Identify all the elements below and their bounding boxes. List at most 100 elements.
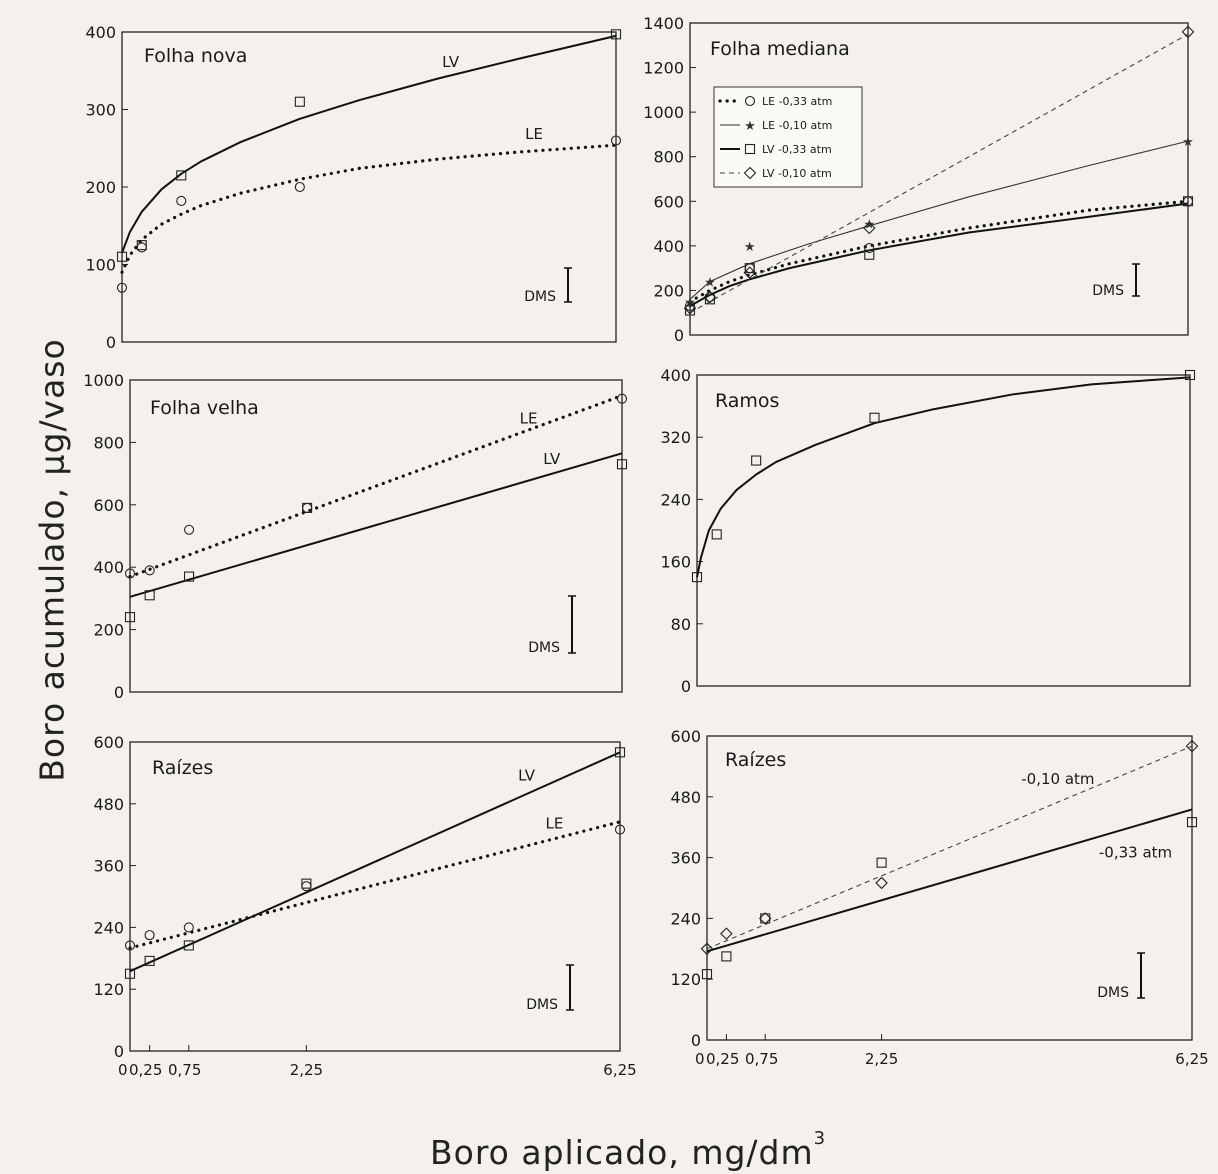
dms-bar: DMS [526, 964, 574, 1013]
fit-line [689, 140, 1189, 300]
data-point [176, 195, 187, 206]
y-tick-label: 0 [681, 677, 691, 696]
data-point [144, 565, 155, 576]
series-annotation: LE [546, 815, 564, 833]
data-point [875, 876, 888, 890]
legend-box [713, 86, 863, 188]
data-point [691, 572, 703, 583]
series-LV [116, 29, 622, 262]
data-point [136, 242, 147, 253]
y-tick-label: 0 [106, 333, 116, 352]
data-point [743, 266, 757, 279]
x-tick-label: 6,25 [603, 1061, 636, 1079]
y-tick-label: 1000 [83, 371, 124, 390]
dms-bar: DMS [1092, 263, 1140, 299]
legend-marker: ★ [744, 119, 756, 134]
legend-label: LE -0,33 atm [762, 95, 832, 108]
legend-label: LE -0,10 atm [762, 119, 832, 132]
fit-line [128, 394, 624, 579]
series-LE [124, 393, 628, 579]
fit-line [129, 751, 621, 973]
series-LV [124, 747, 626, 979]
data-point [683, 301, 697, 315]
data-point [144, 955, 155, 966]
legend: LE -0,33 atm ★ LE -0,10 atm LV -0,33 atm LV … [713, 86, 863, 188]
data-point: ★ [704, 276, 716, 291]
series-annotation: LE [525, 125, 543, 143]
data-point [136, 240, 147, 251]
series-main [691, 369, 1196, 583]
series--0-33-atm [701, 808, 1198, 980]
y-tick-label: 360 [670, 849, 701, 868]
y-axis-label: Boro acumulado, µg/vaso [32, 338, 72, 782]
dms-bar: DMS [528, 595, 576, 656]
data-point [703, 290, 717, 304]
dms-bar: DMS [1097, 952, 1145, 1001]
data-point [176, 170, 187, 181]
data-point [616, 459, 628, 470]
y-tick-label: 800 [93, 433, 124, 452]
series-LV-0-33-atm [684, 196, 1194, 316]
data-point [144, 590, 155, 601]
data-point [1184, 369, 1196, 381]
y-tick-label: 1200 [643, 59, 684, 78]
data-point [684, 305, 696, 316]
y-tick-label: 200 [653, 281, 684, 300]
y-tick-label: 600 [93, 496, 124, 515]
series-LE [124, 820, 626, 951]
data-point [721, 951, 732, 962]
y-tick-label: 240 [93, 918, 124, 937]
data-point [183, 524, 195, 535]
y-tick-label: 200 [85, 178, 116, 197]
data-point [124, 940, 136, 951]
y-tick-label: 120 [670, 970, 701, 989]
series-LV [124, 452, 628, 623]
plot-frame [689, 22, 1189, 336]
y-tick-label: 360 [93, 857, 124, 876]
legend-label: LV -0,33 atm [762, 143, 832, 156]
y-tick-label: 0 [114, 1042, 124, 1061]
fit-line [688, 199, 1190, 304]
data-point [616, 393, 628, 404]
x-tick-label: 0 [695, 1050, 705, 1068]
series-annotation: -0,10 atm [1021, 770, 1094, 788]
chart-title: Raízes [725, 749, 786, 771]
fit-line [128, 820, 622, 950]
chart-title: Folha nova [144, 45, 247, 67]
data-point [711, 529, 722, 540]
data-point [294, 96, 305, 107]
dms-label: DMS [1092, 283, 1124, 299]
chart-ramos: Ramos 0 80 160 240 320 400 [660, 366, 1196, 696]
y-tick-label: 400 [93, 558, 124, 577]
x-tick-label: 2,25 [290, 1061, 323, 1079]
y-tick-label: 200 [93, 621, 124, 640]
data-point [760, 913, 771, 924]
data-point [610, 29, 622, 40]
dms-bar: DMS [524, 267, 572, 305]
fit-line [121, 34, 617, 254]
fit-line [706, 808, 1193, 953]
x-axis-label-superscript: 3 [813, 1128, 827, 1149]
y-tick-label: 100 [85, 256, 116, 275]
y-tick-label: 800 [653, 148, 684, 167]
dms-label: DMS [526, 997, 558, 1013]
y-tick-label: 600 [93, 733, 124, 752]
x-tick-label: 2,25 [865, 1050, 898, 1068]
y-tick-label: 400 [653, 237, 684, 256]
x-tick-label: 0,75 [745, 1050, 778, 1068]
data-point [183, 571, 195, 582]
legend-label: LV -0,10 atm [762, 167, 832, 180]
y-tick-label: 0 [114, 683, 124, 702]
data-point [294, 181, 305, 193]
data-point [701, 969, 713, 980]
dms-label: DMS [528, 640, 560, 656]
data-point [744, 263, 755, 274]
x-tick-label: 6,25 [1175, 1050, 1208, 1068]
series-LE [116, 135, 622, 293]
data-point [869, 412, 880, 423]
y-tick-label: 480 [93, 795, 124, 814]
x-tick-label: 0,25 [129, 1061, 162, 1079]
legend-marker [744, 143, 756, 155]
